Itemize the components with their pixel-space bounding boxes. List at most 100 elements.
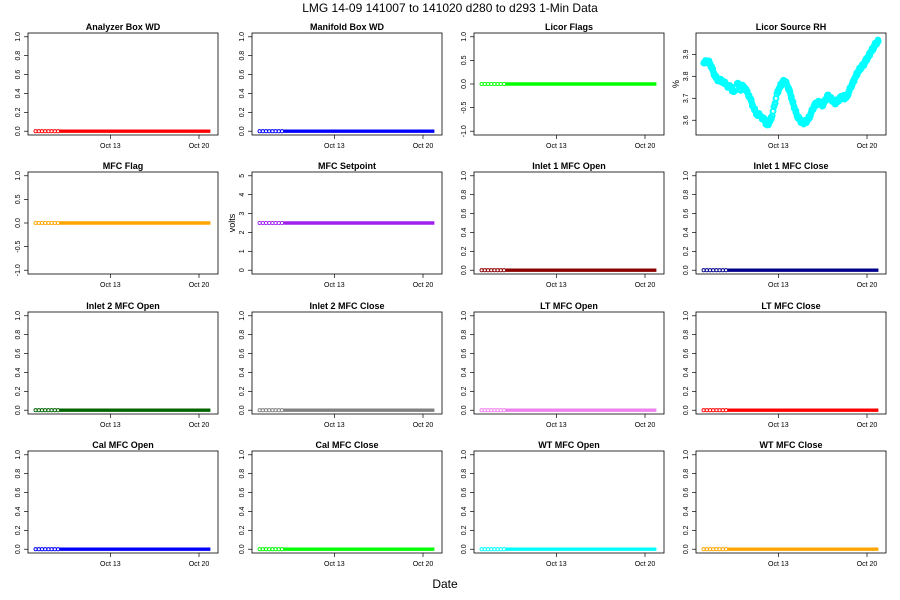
y-tick-label: 1.0 bbox=[461, 32, 468, 42]
data-point bbox=[273, 220, 278, 226]
panel-title: Inlet 2 MFC Open bbox=[86, 301, 160, 311]
data-point bbox=[52, 129, 57, 134]
data-point bbox=[52, 547, 57, 552]
data-point bbox=[485, 81, 491, 87]
y-tick-label: 0.2 bbox=[15, 386, 22, 396]
x-tick-label: Oct 20 bbox=[635, 561, 656, 568]
x-tick-label: Oct 13 bbox=[324, 561, 345, 568]
panel: Cal MFC Open 0.0 0.2 0.4 0.6 0.8 1.0 Oct 13 Oct … bbox=[15, 440, 219, 568]
y-tick-label: 0.4 bbox=[15, 506, 22, 516]
panel-frame bbox=[27, 450, 219, 554]
y-tick-label: -1.0 bbox=[461, 125, 468, 137]
data-point bbox=[39, 220, 45, 226]
data-point bbox=[485, 547, 491, 552]
data-point bbox=[55, 220, 61, 226]
data-point bbox=[492, 408, 497, 413]
data-point bbox=[263, 408, 269, 413]
panel: MFC Flag -1.0 -0.5 0.0 0.5 1.0 Oct 13 Oct 20 bbox=[15, 161, 219, 289]
panel: Cal MFC Close 0.0 0.2 0.4 0.6 0.8 1.0 Oct 13 Oct… bbox=[239, 440, 443, 568]
data-point bbox=[260, 129, 265, 134]
panel: WT MFC Open 0.0 0.2 0.4 0.6 0.8 1.0 Oct 13 Oct 2… bbox=[461, 440, 665, 568]
figure-xlabel: Date bbox=[432, 577, 458, 591]
panel-frame bbox=[27, 32, 219, 136]
data-point bbox=[276, 220, 281, 226]
x-tick-label: Oct 13 bbox=[324, 143, 345, 150]
data-point bbox=[479, 81, 484, 87]
panel-frame bbox=[251, 311, 443, 415]
data-point bbox=[260, 547, 265, 552]
data-point bbox=[43, 408, 48, 413]
panel: Licor Source RH 3.6 3.7 3.8 3.9% Oct 13 Oct 20 bbox=[671, 22, 887, 150]
data-point bbox=[479, 268, 484, 273]
data-point bbox=[482, 81, 487, 87]
data-point bbox=[263, 220, 269, 226]
panel: LT MFC Open 0.0 0.2 0.4 0.6 0.8 1.0 Oct 13 Oct 2… bbox=[461, 301, 665, 429]
panel-frame bbox=[251, 32, 443, 136]
y-tick-label: 0.2 bbox=[683, 386, 690, 396]
panel-title: LT MFC Close bbox=[761, 301, 820, 311]
data-point bbox=[498, 268, 503, 273]
x-tick-label: Oct 20 bbox=[635, 422, 656, 429]
data-point bbox=[501, 268, 507, 273]
y-tick-label: 0.0 bbox=[15, 405, 22, 415]
y-tick-label: 0.4 bbox=[15, 367, 22, 377]
panel-title: WT MFC Close bbox=[760, 440, 823, 450]
data-point bbox=[492, 81, 497, 87]
y-tick-label: 0.2 bbox=[683, 246, 690, 256]
panel-frame bbox=[251, 450, 443, 554]
data-point bbox=[489, 408, 494, 413]
data-point bbox=[279, 408, 285, 413]
y-tick-label: 0.4 bbox=[239, 506, 246, 516]
panel-title: Analyzer Box WD bbox=[86, 22, 161, 32]
data-point bbox=[498, 408, 503, 413]
y-tick-label: 1.0 bbox=[15, 311, 22, 321]
data-point bbox=[711, 547, 716, 552]
panel: MFC Setpoint 0 1 2 3 4 5 volts Oct 13 Oct 20 bbox=[227, 161, 443, 289]
data-point bbox=[489, 81, 494, 87]
panel-title: Cal MFC Close bbox=[315, 440, 378, 450]
y-tick-label: 0.0 bbox=[461, 544, 468, 554]
y-tick-label: 0.2 bbox=[461, 525, 468, 535]
panel-title: Licor Source RH bbox=[756, 22, 827, 32]
y-tick-label: -0.5 bbox=[461, 101, 468, 113]
panel-title: WT MFC Open bbox=[538, 440, 600, 450]
y-tick-label: 0.0 bbox=[461, 79, 468, 89]
y-tick-label: 0.4 bbox=[239, 88, 246, 98]
data-point bbox=[36, 129, 41, 134]
data-point bbox=[279, 129, 285, 134]
y-tick-label: 0.5 bbox=[15, 194, 22, 204]
y-tick-label: 0.6 bbox=[683, 488, 690, 498]
y-tick-label: 0.0 bbox=[15, 218, 22, 228]
y-tick-label: 1.0 bbox=[683, 171, 690, 181]
x-tick-label: Oct 20 bbox=[413, 143, 434, 150]
data-point bbox=[46, 129, 51, 134]
data-point bbox=[714, 547, 719, 552]
x-tick-label: Oct 13 bbox=[768, 422, 789, 429]
y-tick-label: 0.8 bbox=[461, 469, 468, 479]
y-tick-label: 0.4 bbox=[683, 227, 690, 237]
y-tick-label: 0.6 bbox=[15, 488, 22, 498]
data-point bbox=[49, 220, 54, 226]
data-point bbox=[39, 547, 45, 552]
y-tick-label: 0.2 bbox=[15, 525, 22, 535]
y-tick-label: 0.6 bbox=[15, 349, 22, 359]
data-point bbox=[485, 268, 491, 273]
data-point bbox=[263, 129, 269, 134]
x-tick-label: Oct 20 bbox=[189, 422, 210, 429]
y-tick-label: 0.0 bbox=[461, 265, 468, 275]
y-tick-label: 1.0 bbox=[461, 450, 468, 460]
y-tick-label: 0.2 bbox=[239, 107, 246, 117]
panel-frame bbox=[695, 171, 887, 275]
data-point bbox=[273, 129, 278, 134]
y-tick-label: 3 bbox=[239, 212, 246, 216]
y-tick-label: 0.8 bbox=[683, 469, 690, 479]
y-tick-label: 0.0 bbox=[683, 405, 690, 415]
panel-frame bbox=[27, 311, 219, 415]
y-tick-label: 0.0 bbox=[15, 544, 22, 554]
figure-title: LMG 14-09 141007 to 141020 d280 to d293 … bbox=[302, 1, 598, 15]
data-point bbox=[257, 220, 262, 226]
y-tick-label: 0.6 bbox=[15, 70, 22, 80]
data-point bbox=[39, 408, 45, 413]
panel: Manifold Box WD 0.0 0.2 0.4 0.6 0.8 1.0 Oct 13 O… bbox=[239, 22, 443, 150]
panel-frame bbox=[695, 32, 887, 136]
